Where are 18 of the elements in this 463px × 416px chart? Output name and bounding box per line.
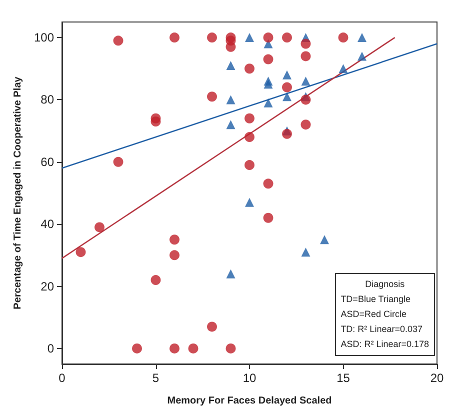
x-tick-label: 20 — [430, 371, 444, 385]
annotation: TD: R² Linear=0.037 — [340, 323, 424, 336]
y-tick-label: 80 — [40, 92, 54, 107]
annotation: TD=Blue Triangle — [340, 293, 412, 306]
x-tick-label: 0 — [58, 371, 66, 385]
y-axis-title: Percentage of Time Engaged in Cooperative Play — [12, 76, 24, 310]
y-tick-label: 40 — [40, 217, 54, 232]
annotation: ASD: R² Linear=0.178 — [340, 338, 429, 351]
x-tick-label: 15 — [336, 371, 350, 385]
y-tick-label: 100 — [34, 30, 54, 45]
x-tick-label: 5 — [152, 371, 160, 385]
annotation: Diagnosis — [364, 278, 406, 291]
y-tick-label: 0 — [47, 341, 54, 356]
x-tick-label: 10 — [242, 371, 256, 385]
y-tick-label: 60 — [40, 154, 54, 169]
annotation: ASD=Red Circle — [340, 308, 408, 321]
y-tick-label: 20 — [40, 279, 54, 294]
x-axis-title: Memory For Faces Delayed Scaled — [167, 396, 332, 406]
